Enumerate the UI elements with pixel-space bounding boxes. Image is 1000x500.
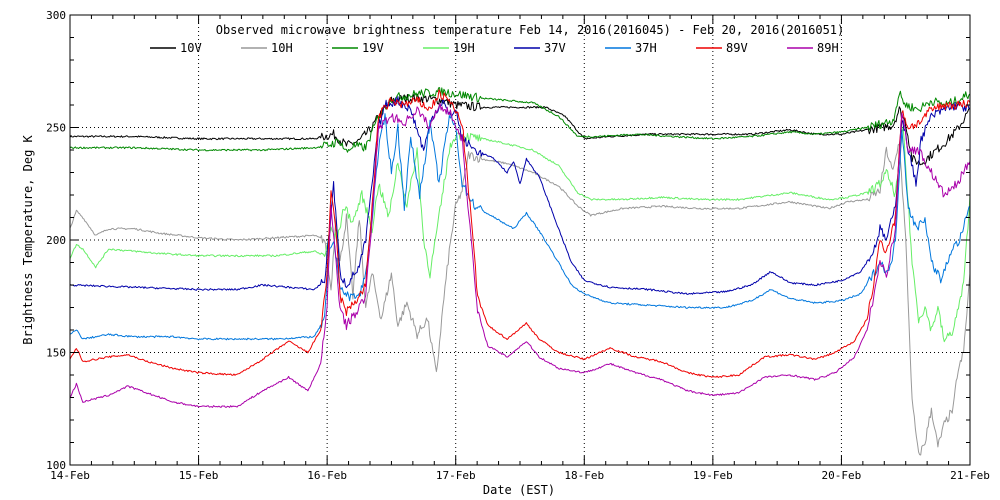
axis-ticks: 14-Feb 15-Feb 16-Feb 17-Feb 18-Feb 19-Feb 20-F… (46, 9, 990, 482)
x-tick-label: 17-Feb (436, 469, 476, 482)
legend-label-37H: 37H (635, 41, 657, 55)
x-tick-label: 15-Feb (179, 469, 219, 482)
series-line-89V (69, 89, 971, 378)
series-line-10V (69, 93, 971, 166)
gridlines (70, 15, 970, 465)
legend-label-10H: 10H (271, 41, 293, 55)
x-tick-label: 19-Feb (693, 469, 733, 482)
x-axis-title: Date (EST) (483, 483, 555, 497)
series-lines (69, 87, 971, 456)
y-axis-title: Brightness Temperature, Deg K (21, 134, 35, 344)
legend-label-37V: 37V (544, 41, 566, 55)
legend-label-89V: 89V (726, 41, 748, 55)
series-line-10H (69, 143, 971, 456)
series-line-19H (69, 126, 971, 343)
y-tick-label: 200 (46, 234, 66, 247)
x-tick-label: 21-Feb (950, 469, 990, 482)
series-line-89H (69, 102, 971, 408)
y-tick-label: 100 (46, 459, 66, 472)
x-tick-label: 18-Feb (564, 469, 604, 482)
legend-label-19H: 19H (453, 41, 475, 55)
series-line-19V (69, 87, 971, 153)
y-tick-label: 250 (46, 122, 66, 135)
series-line-37V (69, 96, 971, 295)
x-tick-label: 20-Feb (822, 469, 862, 482)
x-tick-label: 14-Feb (50, 469, 90, 482)
y-tick-label: 300 (46, 9, 66, 22)
legend: 10V 10H 19V 19H 37V 37H 89V 89H (150, 41, 839, 55)
x-tick-label: 16-Feb (307, 469, 347, 482)
y-tick-label: 150 (46, 347, 66, 360)
legend-label-89H: 89H (817, 41, 839, 55)
series-line-37H (69, 113, 971, 341)
legend-label-10V: 10V (180, 41, 202, 55)
chart-title: Observed microwave brightness temperatur… (216, 23, 845, 37)
legend-label-19V: 19V (362, 41, 384, 55)
